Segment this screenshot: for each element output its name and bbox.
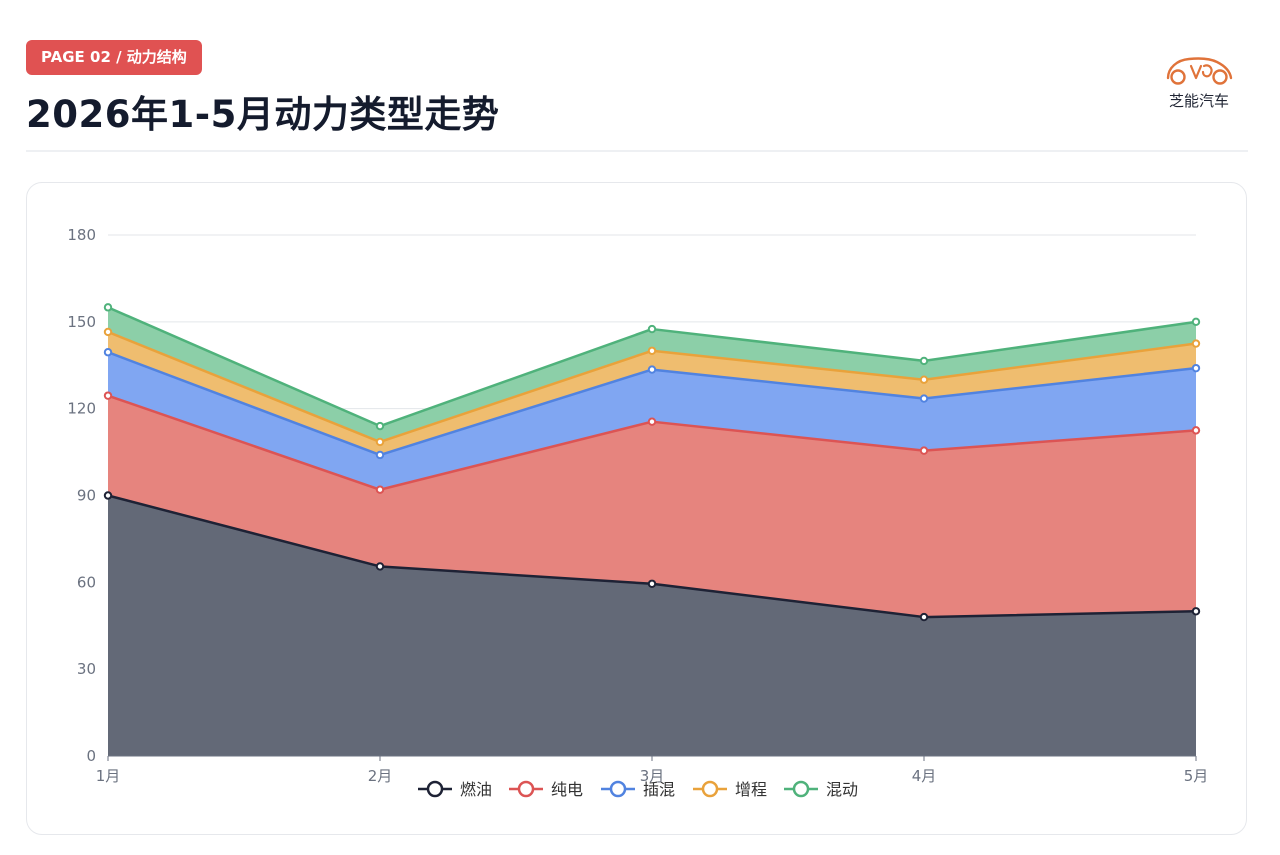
y-tick-label: 180 [67,226,96,244]
data-point-纯电 [919,446,929,455]
data-point-增程 [103,327,113,337]
y-tick-label: 60 [77,573,96,591]
brand-name: 芝能汽车 [1168,92,1229,110]
y-tick-label: 30 [77,660,96,678]
data-point-纯电 [647,417,657,426]
data-point-增程 [1191,339,1201,348]
y-tick-label: 90 [77,487,96,505]
chart-card: 0 30 60 90 120 150 180 1月 2月 3月 4月 5月燃油 纯电 插混 增程 混动 [26,182,1247,835]
legend-label: 增程 [735,780,767,799]
header-divider [26,150,1248,152]
data-point-燃油 [647,579,657,588]
data-point-纯电 [103,391,113,400]
data-point-燃油 [1191,607,1201,616]
car-outline-icon [1166,57,1233,85]
y-tick-label: 0 [86,747,96,765]
data-point-混动 [1191,317,1201,327]
data-point-插混 [919,394,929,403]
legend-marker-混动 [792,780,810,798]
data-point-插混 [1191,363,1201,373]
data-point-增程 [647,346,657,355]
data-point-燃油 [919,612,929,622]
legend-label: 燃油 [460,780,492,799]
data-point-纯电 [1191,426,1201,435]
data-point-插混 [647,365,657,374]
legend-label: 混动 [826,780,858,799]
area-增程 [108,331,1196,455]
brand-logo: 芝能汽车 [1164,54,1234,111]
data-point-混动 [103,303,113,312]
data-point-燃油 [103,491,113,500]
legend-marker-增程 [701,780,719,798]
x-tick-label: 4月 [912,767,937,785]
data-point-增程 [375,437,385,447]
data-point-混动 [919,356,929,366]
data-point-混动 [647,324,657,334]
data-point-插混 [375,450,385,460]
data-point-燃油 [375,562,385,571]
x-tick-label: 5月 [1184,767,1209,785]
page-title: 2026年1-5月动力类型走势 [26,93,500,136]
area-燃油 [108,495,1196,756]
x-tick-label: 2月 [368,767,393,785]
x-tick-label: 1月 [96,767,121,785]
area-混动 [108,307,1196,442]
y-tick-label: 120 [67,400,96,418]
page-badge: PAGE 02 / 动力结构 [26,40,202,75]
x-tick-label: 3月 [640,767,665,785]
data-point-插混 [103,348,113,357]
y-tick-label: 150 [67,313,96,331]
data-point-混动 [375,421,385,431]
legend-label: 插混 [643,780,675,799]
legend-marker-插混 [609,780,627,798]
legend-label: 纯电 [551,780,583,799]
legend-marker-纯电 [517,780,535,798]
data-point-纯电 [375,485,385,494]
data-point-增程 [919,375,929,384]
legend-marker-燃油 [426,780,444,798]
